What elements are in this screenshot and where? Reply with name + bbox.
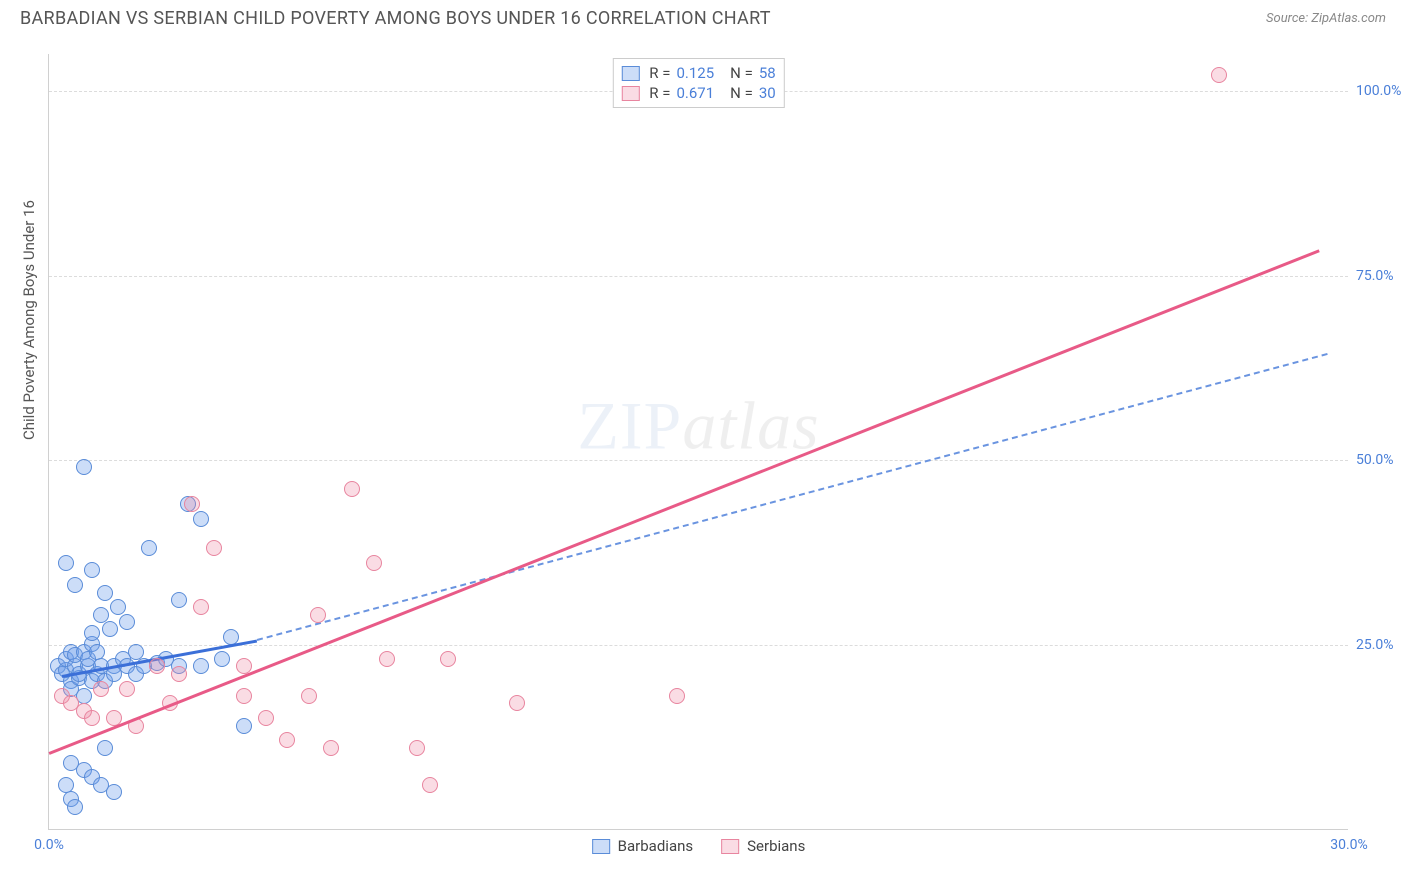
scatter-point bbox=[84, 710, 100, 726]
legend-row: R = 0.671 N = 30 bbox=[621, 83, 775, 103]
scatter-point bbox=[93, 607, 109, 623]
scatter-point bbox=[102, 621, 118, 637]
scatter-point bbox=[58, 777, 74, 793]
scatter-point bbox=[236, 688, 252, 704]
scatter-point bbox=[193, 658, 209, 674]
correlation-legend: R = 0.125 N = 58 R = 0.671 N = 30 bbox=[612, 58, 784, 108]
gridline bbox=[49, 460, 1348, 461]
scatter-point bbox=[119, 681, 135, 697]
scatter-point bbox=[84, 562, 100, 578]
legend-r-value: 0.671 bbox=[676, 84, 714, 102]
source-attribution: Source: ZipAtlas.com bbox=[1266, 11, 1386, 26]
scatter-point bbox=[110, 599, 126, 615]
scatter-point bbox=[84, 625, 100, 641]
scatter-point bbox=[323, 740, 339, 756]
watermark: ZIPatlas bbox=[577, 387, 819, 466]
scatter-point bbox=[422, 777, 438, 793]
gridline bbox=[49, 645, 1348, 646]
legend-swatch-icon bbox=[621, 86, 639, 101]
legend-r-label: R = bbox=[649, 84, 670, 102]
legend-swatch-icon bbox=[592, 839, 610, 854]
scatter-point bbox=[171, 666, 187, 682]
legend-n-label: N = bbox=[730, 64, 753, 82]
x-tick-label: 0.0% bbox=[34, 837, 64, 853]
chart-plot-area: R = 0.125 N = 58 R = 0.671 N = 30 Barbad… bbox=[48, 54, 1348, 830]
scatter-point bbox=[310, 607, 326, 623]
scatter-point bbox=[67, 577, 83, 593]
scatter-point bbox=[93, 681, 109, 697]
scatter-point bbox=[141, 540, 157, 556]
scatter-point bbox=[206, 540, 222, 556]
scatter-point bbox=[409, 740, 425, 756]
legend-item: Barbadians bbox=[592, 837, 693, 855]
scatter-point bbox=[344, 481, 360, 497]
legend-row: R = 0.125 N = 58 bbox=[621, 63, 775, 83]
scatter-point bbox=[67, 799, 83, 815]
scatter-point bbox=[379, 651, 395, 667]
legend-item-label: Barbadians bbox=[618, 837, 693, 855]
scatter-point bbox=[184, 496, 200, 512]
scatter-point bbox=[97, 740, 113, 756]
legend-item-label: Serbians bbox=[747, 837, 805, 855]
scatter-point bbox=[509, 695, 525, 711]
scatter-point bbox=[149, 658, 165, 674]
y-tick-label: 50.0% bbox=[1356, 452, 1406, 468]
legend-n-value: 58 bbox=[759, 64, 776, 82]
y-axis-label: Child Poverty Among Boys Under 16 bbox=[20, 200, 38, 440]
scatter-point bbox=[76, 459, 92, 475]
watermark-atlas: atlas bbox=[682, 388, 819, 464]
y-tick-label: 100.0% bbox=[1356, 83, 1406, 99]
legend-item: Serbians bbox=[721, 837, 805, 855]
y-tick-label: 75.0% bbox=[1356, 268, 1406, 284]
scatter-point bbox=[89, 644, 105, 660]
scatter-point bbox=[258, 710, 274, 726]
scatter-point bbox=[301, 688, 317, 704]
scatter-point bbox=[106, 784, 122, 800]
legend-n-value: 30 bbox=[759, 84, 776, 102]
scatter-point bbox=[119, 614, 135, 630]
scatter-point bbox=[366, 555, 382, 571]
scatter-point bbox=[1211, 67, 1227, 83]
watermark-zip: ZIP bbox=[577, 388, 682, 464]
trend-line bbox=[257, 353, 1328, 641]
scatter-point bbox=[279, 732, 295, 748]
scatter-point bbox=[669, 688, 685, 704]
x-tick-label: 30.0% bbox=[1330, 837, 1368, 853]
trend-line bbox=[49, 250, 1320, 755]
legend-swatch-icon bbox=[721, 839, 739, 854]
scatter-point bbox=[193, 599, 209, 615]
scatter-point bbox=[214, 651, 230, 667]
legend-swatch-icon bbox=[621, 66, 639, 81]
chart-title: BARBADIAN VS SERBIAN CHILD POVERTY AMONG… bbox=[20, 8, 771, 29]
scatter-point bbox=[440, 651, 456, 667]
legend-r-value: 0.125 bbox=[676, 64, 714, 82]
scatter-point bbox=[236, 718, 252, 734]
scatter-point bbox=[193, 511, 209, 527]
legend-r-label: R = bbox=[649, 64, 670, 82]
scatter-point bbox=[58, 555, 74, 571]
scatter-point bbox=[128, 644, 144, 660]
scatter-point bbox=[171, 592, 187, 608]
gridline bbox=[49, 276, 1348, 277]
scatter-point bbox=[97, 585, 113, 601]
y-tick-label: 25.0% bbox=[1356, 637, 1406, 653]
series-legend: Barbadians Serbians bbox=[592, 837, 806, 855]
legend-n-label: N = bbox=[730, 84, 753, 102]
